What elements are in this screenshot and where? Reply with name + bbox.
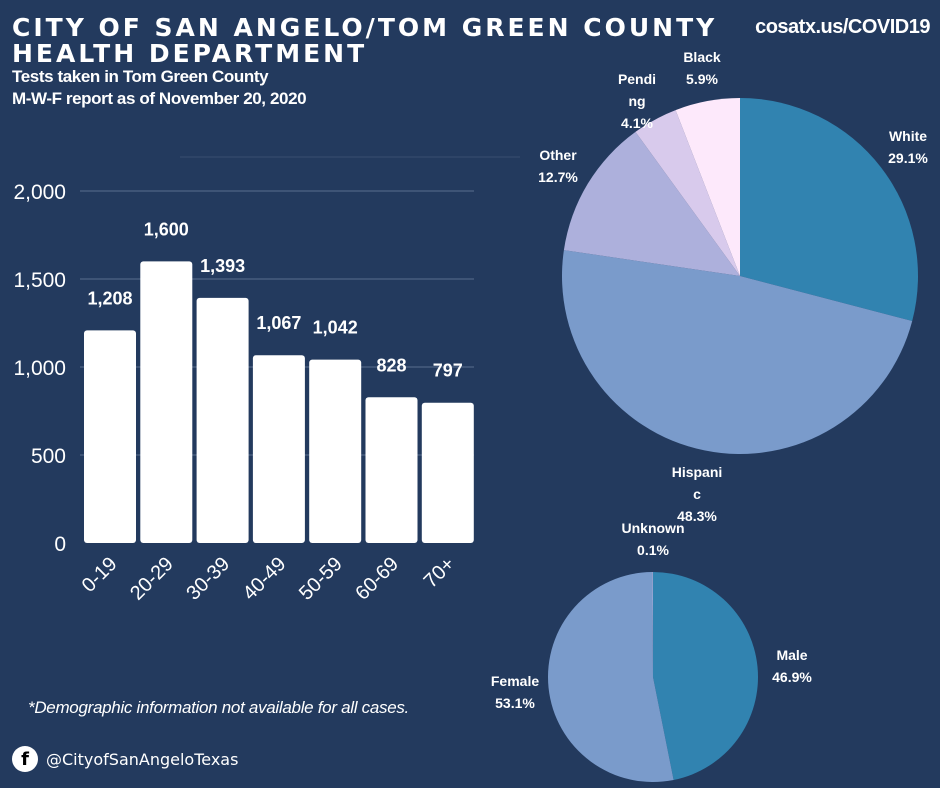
label-pending: Pending 4.1% bbox=[617, 71, 657, 131]
subtitle-2: M-W-F report as of November 20, 2020 bbox=[12, 89, 307, 108]
bar bbox=[309, 359, 362, 543]
bar-value-label: 1,067 bbox=[256, 313, 301, 333]
title-line-2: HEALTH DEPARTMENT bbox=[12, 39, 368, 68]
pie-slice-hispanic bbox=[561, 250, 913, 455]
bar bbox=[252, 355, 305, 543]
pie-slice-black bbox=[675, 98, 740, 276]
y-tick-label: 1,500 bbox=[13, 269, 66, 292]
website-url: cosatx.us/COVID19 bbox=[755, 16, 930, 38]
pie-slice-other bbox=[563, 131, 740, 276]
bar-value-label: 1,393 bbox=[200, 256, 245, 276]
bar-value-label: 1,042 bbox=[313, 318, 358, 338]
subtitle-1: Tests taken in Tom Green County bbox=[12, 67, 269, 86]
bar-value-label: 1,208 bbox=[87, 288, 132, 308]
label-black: Black 5.9% bbox=[683, 49, 721, 87]
x-tick-label: 0-19 bbox=[78, 553, 122, 597]
bar-value-label: 797 bbox=[433, 361, 463, 381]
y-tick-label: 2,000 bbox=[13, 181, 66, 204]
label-hispanic: Hispanic 48.3% bbox=[671, 464, 723, 524]
facebook-icon: f bbox=[12, 746, 38, 772]
label-white: White 29.1% bbox=[888, 128, 928, 166]
pie-slice-female bbox=[548, 572, 674, 782]
label-male: Male 46.9% bbox=[772, 647, 812, 685]
label-other: Other 12.7% bbox=[538, 147, 578, 185]
pie-slice-unknown bbox=[652, 572, 653, 677]
bar-value-label: 828 bbox=[376, 355, 406, 375]
title-line-1: CITY OF SAN ANGELO/TOM GREEN COUNTY bbox=[12, 13, 718, 42]
x-tick-label: 70+ bbox=[420, 553, 460, 593]
label-female: Female 53.1% bbox=[490, 673, 540, 711]
bar-value-label: 1,600 bbox=[144, 219, 189, 239]
bar bbox=[84, 330, 136, 543]
bar bbox=[365, 397, 418, 543]
bar bbox=[140, 261, 193, 543]
x-tick-label: 50-59 bbox=[295, 553, 347, 605]
social-link[interactable]: f @CityofSanAngeloTexas bbox=[12, 746, 238, 772]
y-tick-label: 500 bbox=[31, 445, 66, 468]
y-tick-label: 1,000 bbox=[13, 357, 66, 380]
bar bbox=[196, 297, 249, 543]
x-tick-label: 60-69 bbox=[351, 553, 403, 605]
footnote: *Demographic information not available f… bbox=[28, 698, 409, 717]
pie-slice-male bbox=[653, 572, 759, 780]
x-tick-label: 40-49 bbox=[239, 553, 291, 605]
bar bbox=[421, 402, 474, 543]
pie-slice-white bbox=[740, 98, 918, 322]
x-tick-label: 20-29 bbox=[126, 553, 178, 605]
y-tick-label: 0 bbox=[54, 533, 66, 556]
pie-slice-pending bbox=[635, 110, 740, 276]
label-unknown: Unknown 0.1% bbox=[621, 520, 685, 558]
x-tick-label: 30-39 bbox=[182, 553, 234, 605]
social-handle: @CityofSanAngeloTexas bbox=[46, 749, 239, 769]
